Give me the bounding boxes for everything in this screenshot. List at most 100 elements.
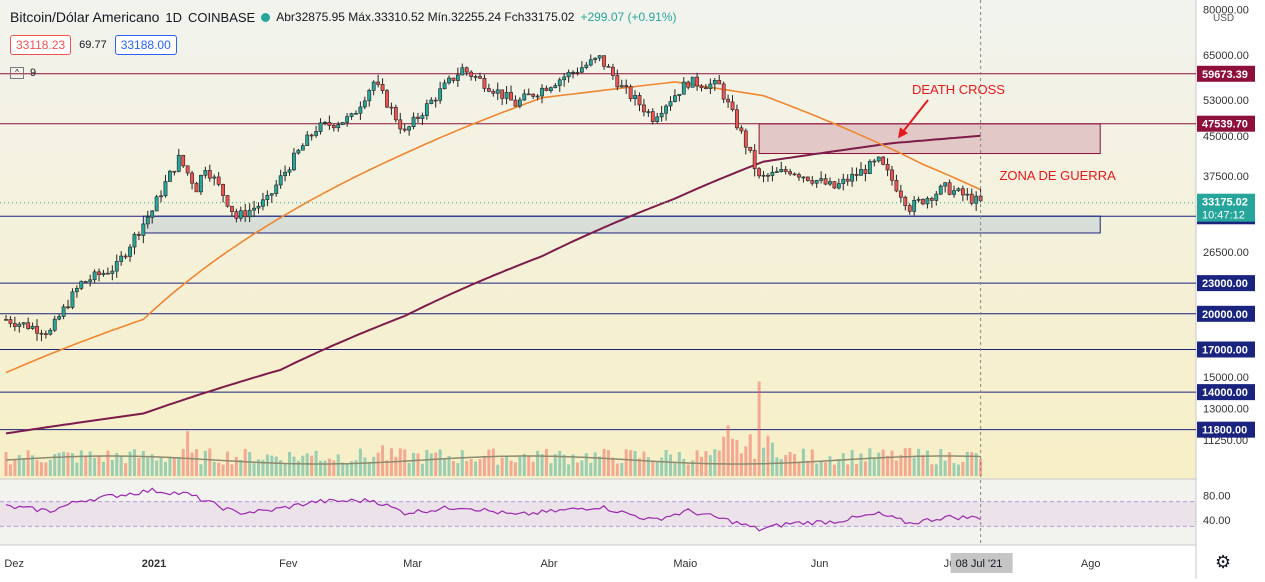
candle-down [628, 86, 633, 100]
candle-down [885, 164, 890, 171]
candle-down [531, 93, 536, 97]
candle-down [39, 332, 44, 335]
volume-bar [518, 456, 522, 476]
candle-down [686, 81, 691, 88]
volume-bar [841, 453, 845, 476]
candle-up [841, 178, 846, 184]
volume-bar [943, 460, 947, 476]
volume-bar [203, 450, 207, 476]
volume-bar [199, 464, 203, 476]
price-tick-label: 13000.00 [1203, 403, 1249, 415]
level-tag [1197, 305, 1255, 322]
candle-up [548, 87, 553, 91]
candle-down [185, 165, 190, 174]
candle-up [867, 161, 872, 174]
candle-down [881, 156, 886, 165]
volume-bar [779, 459, 783, 476]
volume-bar [172, 457, 176, 476]
candle-down [783, 169, 788, 172]
volume-bar [620, 463, 624, 476]
volume-bar [434, 452, 438, 476]
volume-bar [651, 460, 655, 476]
volume-bar [460, 450, 464, 476]
collapse-icon[interactable]: ^ [10, 67, 24, 79]
volume-bar [398, 448, 402, 476]
death-cross-arrowhead [898, 127, 908, 139]
volume-bar [850, 449, 854, 476]
candle-down [823, 178, 828, 185]
volume-bar [482, 456, 486, 476]
volume-bar [341, 462, 345, 476]
volume-bar [305, 453, 309, 476]
volume-bar [230, 464, 234, 476]
candle-up [287, 169, 292, 173]
volume-bar [691, 460, 695, 476]
candle-up [916, 199, 921, 201]
candle-up [460, 67, 465, 76]
volume-bar [837, 459, 841, 476]
spread-value: 69.77 [79, 39, 107, 51]
candle-down [194, 182, 199, 193]
volume-bar [894, 460, 898, 476]
candle-up [708, 83, 713, 89]
volume-bar [797, 461, 801, 476]
candle-down [717, 80, 722, 85]
volume-bar [646, 457, 650, 476]
candle-down [385, 90, 389, 108]
candle-down [207, 170, 212, 179]
volume-bar [974, 453, 978, 476]
last-price-label: 33175.02 [1202, 197, 1248, 209]
level-tag-label: 14000.00 [1202, 387, 1248, 399]
volume-bar [562, 454, 566, 476]
candle-up [584, 64, 589, 68]
symbol-name[interactable]: Bitcoin/Dólar Americano [10, 9, 160, 25]
candle-up [411, 116, 416, 128]
volume-bar [186, 431, 190, 476]
volume-bar [319, 460, 323, 476]
volume-bar [438, 449, 442, 476]
candle-down [12, 323, 17, 327]
volume-bar [584, 453, 588, 476]
settings-gear-icon[interactable]: ⚙ [1215, 552, 1232, 572]
indicator-count: 9 [30, 67, 37, 79]
candle-up [872, 160, 877, 163]
volume-bar [57, 452, 61, 476]
volume-bar [110, 459, 114, 476]
candle-up [110, 270, 115, 274]
candle-down [832, 181, 837, 189]
level-tag-label: 20000.00 [1202, 309, 1248, 321]
main-pane-background [0, 0, 1196, 479]
candle-down [225, 195, 230, 207]
candle-up [779, 169, 784, 172]
volume-bar [367, 461, 371, 476]
candle-up [553, 85, 558, 88]
candle-down [181, 154, 186, 167]
volume-bar [731, 438, 735, 476]
buy-button[interactable]: 33188.00 [114, 35, 177, 55]
volume-bar [358, 448, 362, 476]
volume-bar [952, 463, 956, 476]
candle-up [30, 325, 35, 329]
volume-bar [283, 464, 287, 476]
candle-down [464, 67, 469, 73]
volume-bar [26, 450, 30, 476]
volume-bar [828, 456, 832, 476]
interval-label[interactable]: 1D [165, 9, 183, 25]
level-tag-label: 23000.00 [1202, 278, 1248, 290]
volume-bar [846, 464, 850, 476]
candle-up [269, 193, 274, 196]
volume-bar [350, 461, 354, 476]
sell-button[interactable]: 33118.23 [10, 35, 72, 55]
candle-up [690, 76, 695, 88]
candle-up [664, 105, 668, 114]
volume-bar [429, 453, 433, 476]
indicator-toggle[interactable]: ^ 9 [10, 67, 36, 79]
candle-up [92, 271, 97, 281]
volume-bar [181, 448, 185, 476]
candle-down [513, 99, 518, 107]
candle-up [659, 112, 664, 118]
candle-down [4, 319, 8, 321]
candle-up [367, 90, 372, 102]
